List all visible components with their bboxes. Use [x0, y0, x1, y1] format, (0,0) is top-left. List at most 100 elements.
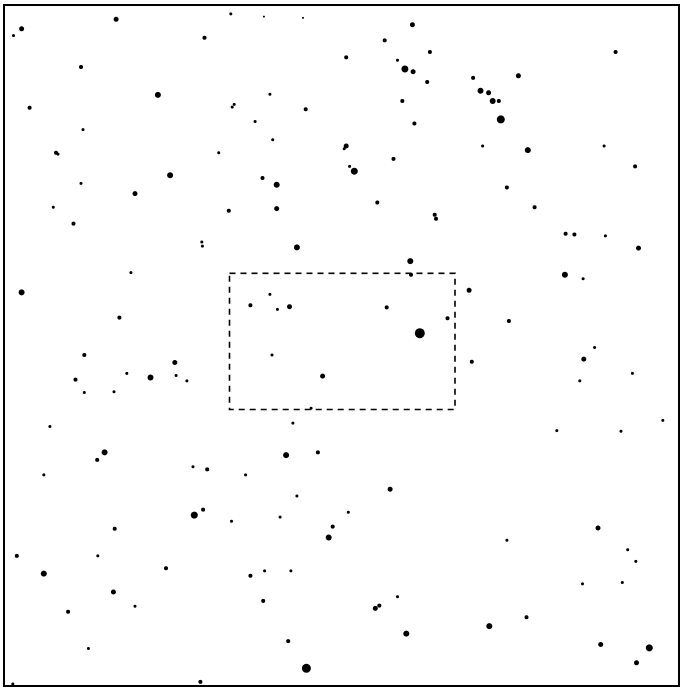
star-point-116	[190, 511, 198, 519]
star-point-12	[401, 65, 409, 73]
star-point-83	[414, 328, 425, 339]
star-point-1	[113, 16, 119, 22]
star-point-34	[271, 138, 275, 142]
star-point-120	[346, 510, 350, 514]
star-point-91	[125, 371, 129, 375]
star-point-58	[71, 221, 76, 226]
star-point-112	[244, 473, 248, 477]
star-point-108	[283, 452, 290, 459]
star-point-62	[200, 244, 204, 248]
star-point-74	[466, 287, 472, 293]
star-point-119	[278, 515, 282, 519]
star-point-104	[555, 429, 559, 433]
star-point-132	[248, 573, 253, 578]
star-point-51	[132, 191, 138, 197]
star-point-131	[164, 566, 168, 571]
star-point-79	[384, 305, 389, 310]
star-point-90	[73, 377, 78, 382]
star-point-115	[295, 494, 299, 498]
star-point-42	[602, 144, 606, 148]
star-point-77	[275, 307, 279, 311]
star-point-106	[101, 449, 108, 456]
star-point-84	[270, 353, 274, 357]
star-point-142	[372, 605, 378, 611]
star-point-141	[66, 609, 71, 614]
star-point-144	[524, 615, 529, 620]
star-point-136	[620, 581, 624, 584]
star-point-85	[82, 353, 87, 357]
star-point-20	[486, 90, 492, 96]
star-point-75	[268, 292, 272, 296]
star-point-98	[82, 391, 86, 394]
star-point-37	[342, 147, 346, 151]
stars-layer	[11, 12, 665, 686]
star-point-68	[407, 258, 414, 265]
star-point-137	[110, 589, 116, 595]
star-point-65	[572, 232, 577, 237]
star-point-103	[48, 425, 52, 428]
star-point-146	[403, 630, 410, 637]
field-of-view-box	[228, 272, 456, 411]
star-point-145	[486, 623, 493, 630]
star-point-10	[382, 38, 387, 43]
star-point-50	[79, 181, 83, 185]
star-point-86	[593, 346, 597, 349]
star-point-122	[330, 524, 335, 529]
star-point-81	[445, 316, 450, 321]
star-point-21	[489, 98, 496, 104]
star-point-89	[172, 360, 178, 365]
star-point-110	[191, 465, 195, 469]
star-point-7	[202, 35, 207, 40]
star-point-117	[201, 507, 206, 512]
star-point-143	[377, 603, 382, 608]
star-point-126	[14, 553, 19, 558]
star-point-40	[217, 151, 221, 155]
star-point-18	[471, 75, 476, 80]
star-point-107	[95, 457, 100, 462]
star-point-135	[581, 582, 584, 586]
star-point-13	[410, 69, 416, 75]
star-point-152	[301, 663, 311, 673]
star-point-71	[581, 277, 585, 281]
star-point-139	[396, 595, 399, 599]
star-point-16	[79, 65, 83, 69]
star-point-97	[112, 390, 116, 394]
star-point-32	[81, 128, 85, 132]
star-point-56	[375, 200, 380, 205]
star-point-14	[425, 80, 430, 84]
star-point-154	[11, 682, 15, 686]
star-point-55	[274, 206, 280, 212]
star-point-43	[391, 156, 396, 161]
star-point-124	[595, 525, 601, 531]
star-point-22	[496, 99, 501, 103]
star-point-5	[409, 22, 415, 28]
star-point-151	[634, 660, 639, 666]
star-point-109	[315, 450, 320, 455]
star-point-102	[291, 421, 295, 425]
star-point-63	[293, 244, 300, 251]
star-point-33	[253, 120, 257, 123]
star-point-88	[581, 356, 587, 362]
star-point-125	[505, 538, 509, 542]
star-point-78	[287, 304, 292, 310]
star-point-70	[561, 271, 568, 278]
star-point-8	[427, 50, 432, 54]
star-point-30	[412, 121, 417, 126]
star-point-148	[598, 642, 604, 647]
star-point-45	[348, 164, 352, 168]
star-point-3	[262, 15, 265, 18]
star-point-27	[230, 105, 234, 109]
star-point-53	[51, 205, 55, 209]
star-point-31	[27, 105, 32, 110]
star-point-113	[42, 473, 46, 477]
star-point-138	[261, 598, 266, 603]
star-point-93	[174, 374, 178, 377]
star-point-147	[286, 639, 291, 644]
star-point-0	[19, 26, 25, 32]
star-point-9	[344, 55, 349, 60]
star-point-80	[117, 315, 122, 320]
star-point-128	[626, 548, 630, 552]
star-point-96	[630, 371, 634, 375]
star-point-73	[18, 289, 25, 296]
